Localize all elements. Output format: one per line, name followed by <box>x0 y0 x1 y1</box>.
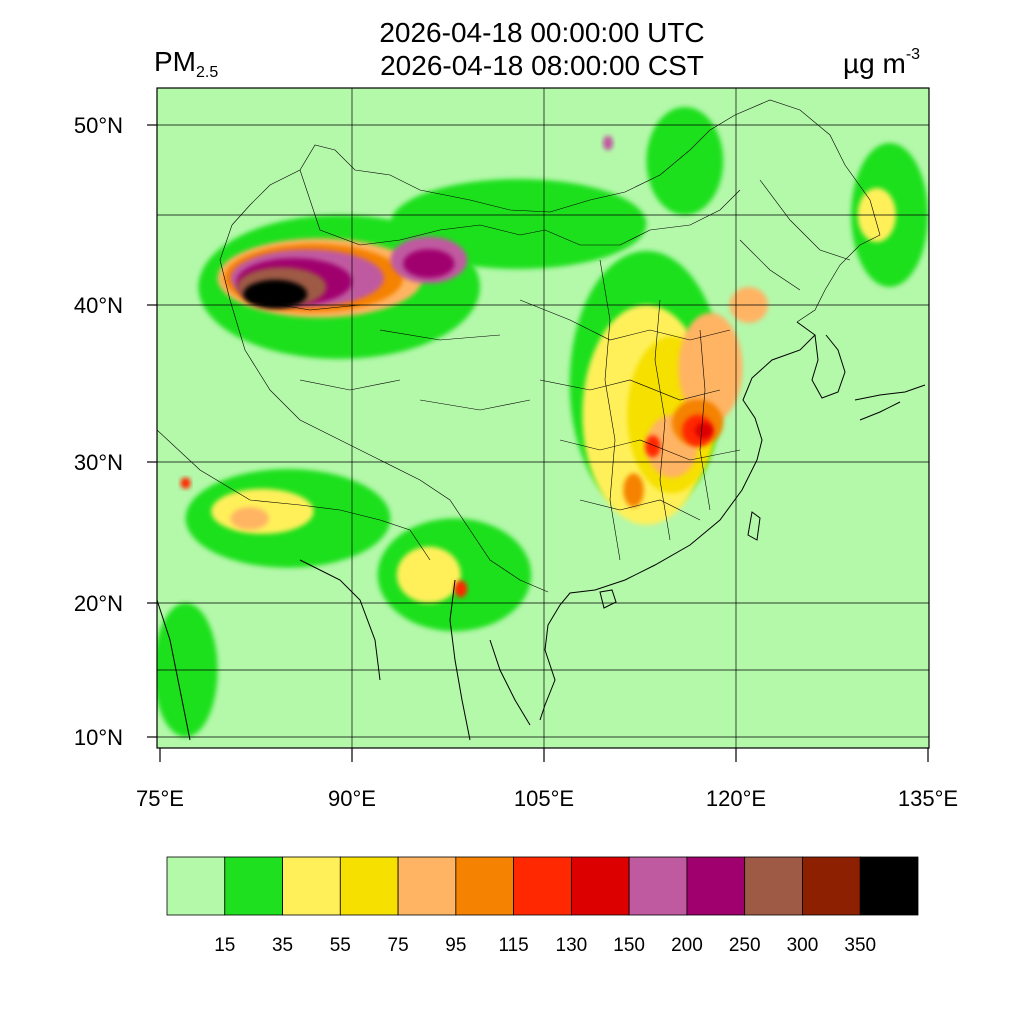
pollution-region-20 <box>645 435 661 458</box>
pollution-region-21 <box>454 580 468 598</box>
taiwan-coastline <box>747 511 761 541</box>
unit-sup: -3 <box>905 46 921 63</box>
lat-label-1: 40°N <box>74 293 123 318</box>
china-southwest-border <box>219 224 549 593</box>
colorbar-label-4: 95 <box>445 935 466 956</box>
himalaya-border <box>157 429 431 561</box>
colorbar-label-11: 350 <box>844 935 876 956</box>
japan-coastline <box>854 384 926 421</box>
lat-label-4: 10°N <box>74 725 123 750</box>
lat-label-2: 30°N <box>74 450 123 475</box>
colorbar-swatch-8 <box>628 856 688 916</box>
colorbar-swatch-11 <box>802 856 861 916</box>
lat-label-3: 20°N <box>74 591 123 616</box>
colorbar-label-7: 150 <box>613 935 645 956</box>
coastline-layer <box>157 321 926 741</box>
colorbar-label-9: 250 <box>729 935 761 956</box>
map-frame <box>156 87 930 749</box>
colorbar-swatch-0 <box>166 856 226 916</box>
colorbar-swatch-12 <box>859 856 919 916</box>
variable-sub: 2.5 <box>196 64 219 81</box>
china-coastline <box>539 321 816 721</box>
pollution-region-32 <box>602 135 614 151</box>
pollution-region-6 <box>646 107 724 215</box>
korea-coastline <box>811 334 846 399</box>
lon-label-3: 120°E <box>706 786 766 811</box>
axis-ticks <box>147 124 929 762</box>
colorbar-labels: 15 35 55 75 95 115 130 150 200 250 300 350 <box>214 935 876 956</box>
colorbar-label-3: 75 <box>388 935 409 956</box>
colorbar-label-5: 115 <box>498 935 528 956</box>
lon-label-0: 75°E <box>136 786 184 811</box>
colorbar-swatch-5 <box>455 856 515 916</box>
grid-layer <box>157 88 929 748</box>
colorbar-swatch-1 <box>224 856 283 916</box>
chart-title-utc: 2026-04-18 00:00:00 UTC <box>379 17 705 48</box>
colorbar-swatch-9 <box>686 856 746 916</box>
province-lines-1 <box>519 299 741 521</box>
pollution-region-22 <box>180 477 191 489</box>
colorbar-label-1: 35 <box>272 935 293 956</box>
variable-label: PM2.5 <box>154 46 218 82</box>
indochina-coastline <box>449 579 531 741</box>
colorbar-label-8: 200 <box>671 935 703 956</box>
pollution-region-23 <box>695 422 713 439</box>
colorbar-label-0: 15 <box>214 935 235 956</box>
variable-main: PM <box>154 46 196 77</box>
unit-main: µg m <box>843 48 906 79</box>
pollution-region-13 <box>678 312 743 423</box>
india-coastline <box>157 559 381 741</box>
colorbar-swatch-2 <box>282 856 341 916</box>
pollution-region-16 <box>230 507 269 530</box>
colorbar-swatch-10 <box>744 856 803 916</box>
colorbar-swatch-7 <box>570 856 630 916</box>
colorbar-label-2: 55 <box>330 935 351 956</box>
colorbar <box>166 856 919 916</box>
lon-label-4: 135°E <box>898 786 958 811</box>
colorbar-swatch-4 <box>397 856 457 916</box>
china-outer-border <box>231 99 881 323</box>
pollution-region-18 <box>623 473 644 508</box>
colorbar-label-6: 130 <box>556 935 588 956</box>
northeast-lines <box>739 179 851 291</box>
latitude-labels: 50°N 40°N 30°N 20°N 10°N <box>74 113 123 750</box>
mongolia-border <box>299 169 741 246</box>
unit-label: µg m-3 <box>843 46 920 80</box>
lon-label-1: 90°E <box>328 786 376 811</box>
chart-title-cst: 2026-04-18 08:00:00 CST <box>380 50 704 81</box>
pollution-region-31 <box>403 249 455 278</box>
lat-label-0: 50°N <box>74 113 123 138</box>
colorbar-label-10: 300 <box>787 935 819 956</box>
lon-label-2: 105°E <box>514 786 574 811</box>
province-lines-2 <box>599 259 711 561</box>
border-layer <box>157 99 881 593</box>
pollution-region-10 <box>396 546 461 603</box>
colorbar-swatch-3 <box>339 856 399 916</box>
longitude-labels: 75°E 90°E 105°E 120°E 135°E <box>136 786 958 811</box>
colorbar-swatch-6 <box>513 856 572 916</box>
province-lines-3 <box>249 299 531 411</box>
